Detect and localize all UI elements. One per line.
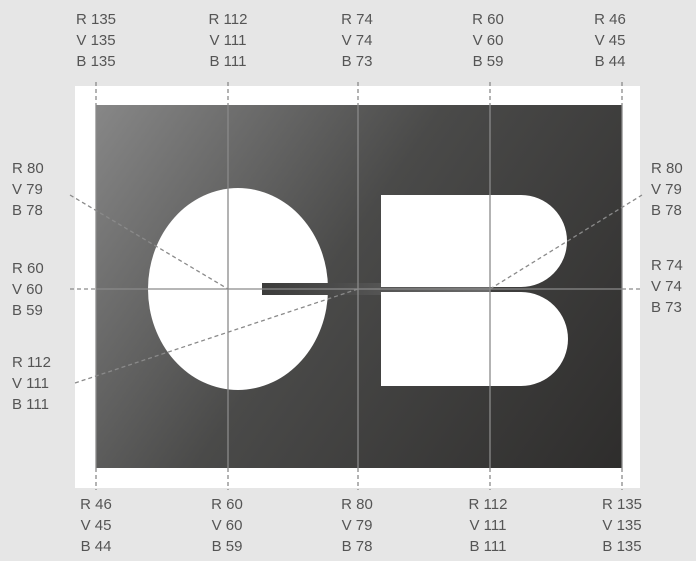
bottom-label-2: R 60 V 60 B 59: [211, 496, 243, 555]
bottom-label-5: R 135 V 135 B 135: [601, 496, 643, 555]
top-label-3: R 74 V 74 B 73: [341, 11, 373, 70]
top-label-4: R 60 V 60 B 59: [472, 11, 504, 70]
top-label-2: R 112 V 111 B 111: [208, 11, 248, 70]
leader-left-lower: [74, 288, 359, 384]
bottom-label-4: R 112 V 111 B 111: [468, 496, 508, 555]
diagonal-leaders: [69, 194, 643, 384]
top-label-5: R 46 V 45 B 44: [594, 11, 626, 70]
bottom-label-3: R 80 V 79 B 78: [341, 496, 373, 555]
leader-left-upper: [69, 194, 229, 290]
left-label-1: R 80 V 79 B 78: [12, 160, 44, 219]
vertical-guide-extensions: [95, 82, 623, 490]
vertical-guides: [95, 105, 623, 468]
logo-b-upper: [381, 195, 567, 287]
right-label-1: R 80 V 79 B 78: [651, 160, 683, 219]
leader-right-upper: [489, 194, 643, 290]
top-label-1: R 135 V 135 B 135: [75, 11, 117, 70]
left-label-3: R 112 V 111 B 111: [12, 354, 51, 413]
left-label-2: R 60 V 60 B 59: [12, 260, 44, 319]
logo-b-lower: [381, 292, 568, 386]
right-label-2: R 74 V 74 B 73: [651, 257, 683, 316]
bottom-label-1: R 46 V 45 B 44: [80, 496, 112, 555]
